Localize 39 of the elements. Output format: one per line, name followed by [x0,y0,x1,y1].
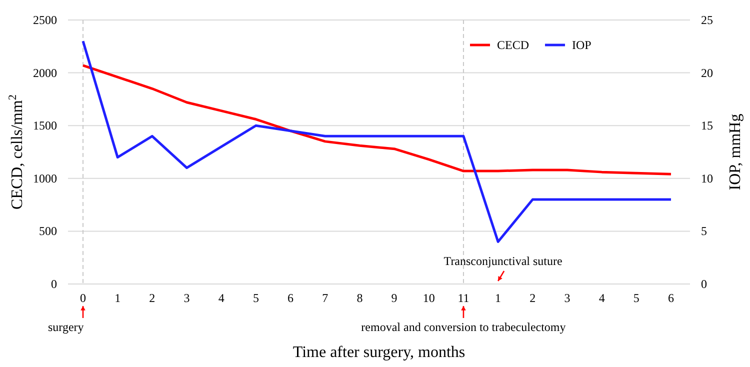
y-tick-label: 2000 [33,66,57,80]
y-tick-label: 1000 [33,171,57,186]
x-tick-label: 6 [668,291,674,305]
x-tick-label: 0 [80,291,86,305]
line-series [82,64,672,176]
x-tick-label: 1 [114,291,121,305]
text: surgery [48,320,84,334]
x-tick-label: 4 [598,291,605,305]
x-tick-label: 8 [356,291,363,305]
x-tick-label: 3 [564,291,570,305]
x-tick-label: 5 [252,291,259,305]
x-tick-label: 10 [422,291,435,305]
y2-axis-title: IOP, mmHg [727,114,744,190]
x-tick-label: 7 [322,291,328,305]
legend-label: CECD [497,38,530,52]
y2-tick-label: 0 [701,277,707,291]
x-tick-label: 2 [530,291,536,305]
y2-tick-label: 25 [701,13,713,27]
y2-tick-label: 15 [701,118,713,133]
y-tick-label: 500 [39,224,57,238]
legend-label: IOP [572,38,592,52]
y2-tick-label: 5 [701,224,707,238]
x-axis-title: Time after surgery, months [292,344,466,361]
x-tick-label: 5 [633,291,640,305]
y-tick-label: 0 [51,277,57,291]
x-tick-label: 3 [184,291,190,305]
x-tick-label: 6 [288,291,294,305]
x-tick-label: 9 [391,291,398,305]
x-tick-label: 11 [458,291,470,305]
annotation: Transconjunctival suture [444,254,562,268]
text: removal and conversion to trabeculectomy [361,320,566,334]
y-tick-label: 1500 [33,118,57,133]
x-tick-label: 4 [218,291,224,305]
y-tick-label: 2500 [33,13,57,27]
line-series [82,40,672,244]
y2-tick-label: 20 [701,66,713,80]
x-tick-label: 2 [149,291,156,305]
x-tick-label: 1 [495,291,502,305]
y2-tick-label: 10 [701,171,713,186]
